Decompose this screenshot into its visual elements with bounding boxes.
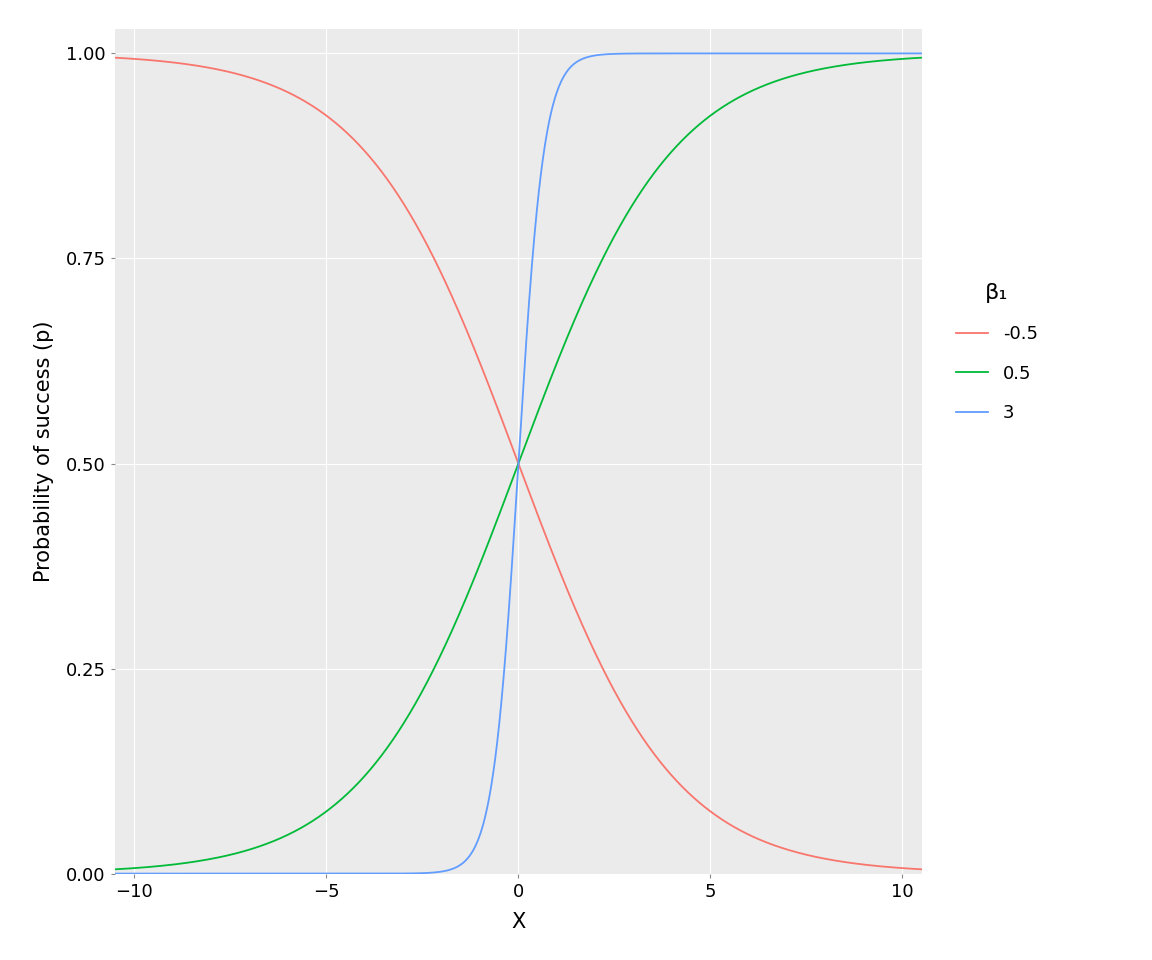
0.5 — [743, 85, 757, 97]
0.5 — [479, 543, 493, 555]
0.5 — [892, 54, 905, 65]
3 — [479, 807, 493, 819]
3 — [500, 625, 514, 636]
3 — [915, 48, 929, 60]
-0.5 — [915, 864, 929, 876]
3 — [150, 868, 164, 879]
-0.5 — [150, 55, 164, 66]
Legend: -0.5, 0.5, 3: -0.5, 0.5, 3 — [947, 275, 1047, 431]
3 — [743, 48, 757, 60]
0.5 — [915, 52, 929, 63]
Line: -0.5: -0.5 — [115, 58, 922, 870]
-0.5 — [892, 862, 905, 874]
0.5 — [108, 864, 122, 876]
3 — [108, 868, 122, 879]
-0.5 — [479, 372, 493, 384]
Line: 3: 3 — [115, 54, 922, 874]
-0.5 — [890, 862, 904, 874]
-0.5 — [743, 829, 757, 841]
Y-axis label: Probability of success (p): Probability of success (p) — [35, 321, 54, 582]
0.5 — [890, 54, 904, 65]
0.5 — [500, 488, 514, 499]
-0.5 — [500, 428, 514, 440]
-0.5 — [108, 52, 122, 63]
3 — [890, 48, 904, 60]
Line: 0.5: 0.5 — [115, 58, 922, 870]
0.5 — [150, 860, 164, 872]
3 — [892, 48, 905, 60]
X-axis label: X: X — [511, 912, 525, 932]
